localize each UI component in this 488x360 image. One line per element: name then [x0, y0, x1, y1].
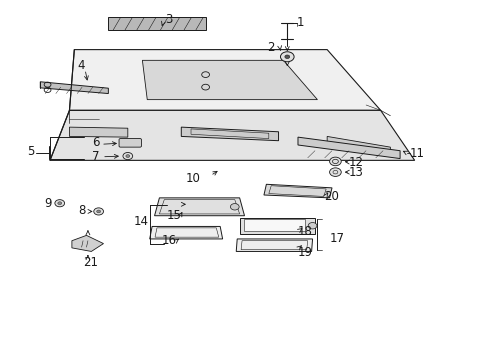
Text: 7: 7: [92, 150, 100, 163]
Polygon shape: [69, 127, 127, 137]
Circle shape: [230, 203, 239, 210]
Text: 5: 5: [27, 145, 34, 158]
Circle shape: [307, 222, 316, 229]
Circle shape: [97, 210, 101, 213]
Polygon shape: [239, 217, 314, 234]
Text: 21: 21: [82, 256, 98, 269]
Polygon shape: [264, 184, 331, 198]
Text: 17: 17: [329, 233, 344, 246]
Text: 4: 4: [78, 59, 85, 72]
Polygon shape: [181, 127, 278, 141]
Polygon shape: [149, 226, 222, 239]
Circle shape: [122, 153, 132, 159]
Circle shape: [94, 208, 103, 215]
Polygon shape: [72, 235, 103, 251]
Text: 18: 18: [297, 225, 312, 238]
Circle shape: [280, 52, 293, 62]
Polygon shape: [236, 239, 312, 251]
Text: 11: 11: [409, 147, 424, 160]
Text: 16: 16: [162, 234, 176, 247]
FancyBboxPatch shape: [119, 139, 141, 147]
Circle shape: [55, 200, 64, 207]
Text: 13: 13: [348, 166, 363, 179]
Polygon shape: [40, 82, 108, 94]
Text: 20: 20: [324, 190, 339, 203]
Circle shape: [329, 157, 341, 166]
Circle shape: [329, 168, 341, 176]
Circle shape: [285, 55, 289, 59]
Text: 10: 10: [185, 172, 201, 185]
Circle shape: [125, 155, 129, 157]
Circle shape: [58, 202, 61, 204]
Text: 3: 3: [165, 13, 172, 26]
Text: 12: 12: [348, 156, 363, 169]
Polygon shape: [154, 198, 244, 216]
Polygon shape: [142, 60, 317, 100]
Polygon shape: [69, 50, 380, 111]
Polygon shape: [50, 111, 414, 160]
Text: 15: 15: [166, 209, 181, 222]
Text: 2: 2: [267, 41, 274, 54]
Text: 19: 19: [297, 246, 312, 258]
Text: 1: 1: [296, 16, 304, 29]
Text: 8: 8: [78, 204, 85, 217]
Text: 14: 14: [134, 215, 149, 228]
Polygon shape: [108, 18, 205, 30]
Text: 9: 9: [44, 197, 51, 210]
Polygon shape: [326, 136, 389, 154]
Text: 6: 6: [92, 136, 100, 149]
Polygon shape: [244, 219, 305, 231]
Polygon shape: [297, 137, 399, 158]
